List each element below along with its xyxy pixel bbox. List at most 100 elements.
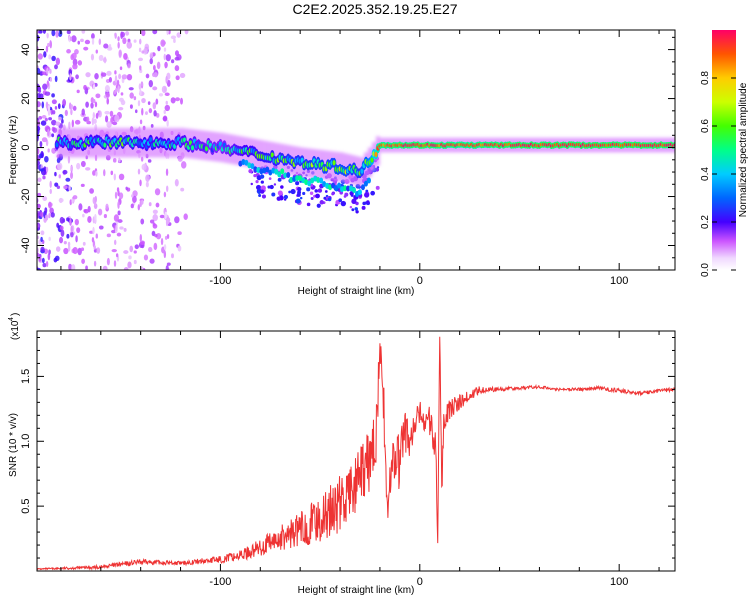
snr-ytick-label: 1.5 [20, 369, 32, 384]
spectrogram-streak [163, 47, 167, 52]
spectrogram-speckle [125, 186, 128, 191]
spectrogram-xtick-label: 100 [610, 275, 628, 287]
spectrogram-streak [46, 32, 49, 39]
spectrogram-speckle [76, 89, 80, 94]
spectrogram-streak [45, 166, 49, 173]
spectrogram-speckle [119, 226, 124, 230]
spectrogram-speckle [95, 112, 99, 119]
spectrogram-speckle [72, 247, 78, 255]
spectrogram-streak [114, 32, 117, 39]
spectrogram-streak [165, 168, 169, 176]
spectrogram-speckle [66, 217, 70, 222]
spectrogram-scatter [260, 180, 264, 184]
spectrogram-scatter [349, 205, 353, 209]
spectrogram-speckle [59, 236, 64, 244]
spectrogram-ridge-branch [337, 182, 342, 189]
spectrogram-ridge-core [270, 152, 274, 158]
spectrogram-speckle [56, 185, 61, 190]
spectrogram-speckle [40, 236, 43, 243]
spectrogram-speckle [38, 115, 43, 120]
spectrogram-speckle [110, 170, 114, 176]
spectrogram-speckle [113, 214, 120, 222]
spectrogram-speckle [164, 104, 171, 112]
spectrogram-streak [93, 98, 96, 104]
spectrogram-ytick-label: 40 [20, 43, 32, 55]
spectrogram-streak [94, 213, 97, 221]
spectrogram-speckle [93, 118, 97, 124]
spectrogram-speckle [62, 169, 68, 175]
spectrogram-speckle [134, 109, 138, 114]
spectrogram-speckle [56, 162, 63, 171]
spectrogram-scatter [306, 202, 311, 207]
spectrogram-speckle [114, 114, 120, 123]
spectrogram-speckle [170, 59, 175, 64]
spectrogram-speckle [145, 73, 150, 79]
spectrogram-ridge-branch [319, 177, 324, 184]
spectrogram-speckle [80, 38, 84, 43]
colorbar-ticks: 0.0 0.2 0.4 0.6 0.8 [700, 71, 736, 277]
spectrogram-speckle [141, 50, 145, 54]
spectrogram-speckle [160, 237, 164, 246]
spectrogram-scatter [370, 190, 375, 196]
spectrogram-speckle [109, 110, 114, 117]
spectrogram-speckle [159, 214, 165, 219]
spectrogram-streak [138, 47, 142, 53]
spectrogram-scatter [310, 196, 314, 200]
spectrogram-speckle [173, 38, 176, 44]
spectrogram-speckle [123, 52, 128, 60]
spectrogram-ridge-core [332, 160, 336, 166]
spectrogram-speckle [171, 253, 174, 259]
snr-xtick-label: 100 [610, 576, 628, 588]
spectrogram-streak [47, 148, 50, 153]
spectrogram-xtick-label: -100 [209, 275, 231, 287]
spectrogram-scatter [273, 183, 277, 186]
spectrogram-streak [49, 188, 52, 195]
spectrogram-speckle [177, 245, 182, 252]
spectrogram-speckle [155, 98, 159, 105]
spectrogram-speckle [179, 72, 186, 78]
spectrogram-speckle [51, 133, 55, 138]
spectrogram-speckle [133, 96, 137, 101]
spectrogram-speckle [156, 61, 161, 70]
spectrogram-scatter [299, 196, 303, 200]
spectrogram-streak [70, 108, 73, 116]
spectrogram-speckle [44, 155, 49, 163]
spectrogram-halo-cell [675, 138, 679, 153]
spectrogram-speckle [120, 92, 124, 96]
spectrogram-speckle [118, 107, 124, 111]
spectrogram-streak [163, 53, 166, 61]
spectrogram-streak [164, 211, 167, 220]
spectrogram-speckle [155, 112, 160, 118]
spectrogram-panel: -100 0 100 -40 -20 0 20 40 Height of straight l… [8, 29, 679, 297]
spectrogram-speckle [80, 247, 85, 252]
spectrogram-streak [95, 233, 98, 239]
spectrogram-ridge-branch [286, 171, 291, 178]
colorbar-tick-label: 0.4 [700, 167, 711, 181]
spectrogram-speckle [44, 207, 48, 214]
spectrogram-speckle [95, 93, 101, 99]
spectrogram-speckle [43, 51, 47, 58]
spectrogram-scatter [277, 177, 282, 182]
spectrogram-streak [92, 112, 96, 119]
spectrogram-speckle [117, 210, 121, 216]
spectrogram-ridge-branch [277, 171, 282, 178]
spectrogram-speckle [40, 120, 47, 126]
spectrogram-speckle [58, 198, 64, 203]
spectrogram-ridge-branch [316, 176, 321, 183]
spectrogram-scatter [338, 198, 343, 203]
spectrogram-streak [165, 100, 168, 105]
spectrogram-speckle [62, 98, 67, 107]
spectrogram-scatter [316, 203, 321, 208]
colorbar-tick-label: 0.8 [700, 71, 711, 85]
spectrogram-speckle [40, 246, 45, 253]
spectrogram-speckle [118, 97, 124, 102]
spectrogram-speckle [103, 213, 107, 219]
spectrogram-speckle [63, 185, 68, 190]
spectrogram-streak [166, 30, 169, 36]
spectrogram-speckle [90, 53, 95, 61]
spectrogram-streak [93, 260, 97, 267]
spectrogram-scatter [295, 181, 300, 186]
spectrogram-speckle [104, 85, 110, 93]
spectrogram-speckle [96, 247, 101, 254]
spectrogram-speckle [123, 227, 127, 232]
